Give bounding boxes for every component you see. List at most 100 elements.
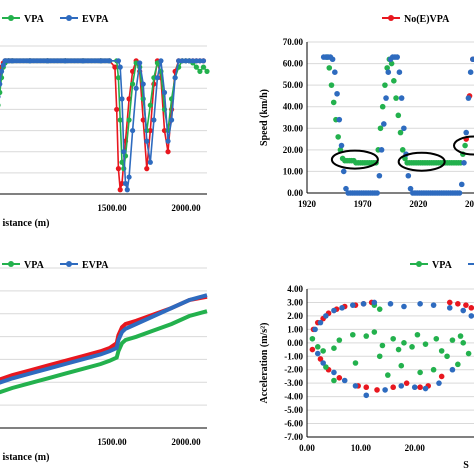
data-point — [401, 340, 407, 346]
y-tick-label: 0.00 — [287, 188, 303, 198]
x-axis-title: istance (m) — [3, 218, 50, 229]
y-tick-label: 3.00 — [287, 297, 303, 307]
data-point — [119, 159, 125, 165]
data-point — [349, 331, 356, 338]
data-point — [326, 65, 333, 71]
data-point — [468, 305, 474, 311]
data-point — [161, 89, 168, 96]
data-point — [158, 58, 164, 64]
legend-label: EVPA — [82, 14, 109, 25]
data-point — [457, 333, 464, 339]
data-point — [137, 60, 143, 66]
data-point — [422, 341, 429, 347]
data-point — [330, 99, 337, 106]
data-point — [467, 69, 474, 75]
series-evpa — [320, 54, 474, 196]
data-point — [395, 346, 402, 353]
series-line — [0, 293, 208, 385]
y-axis-title: Acceleration (m/s²) — [259, 322, 270, 403]
series-evpa — [312, 299, 474, 399]
legend-swatch-marker — [8, 15, 14, 21]
data-point — [0, 103, 1, 107]
data-point — [112, 64, 118, 70]
data-point — [343, 185, 349, 192]
data-point — [331, 345, 337, 352]
data-point — [371, 329, 378, 335]
data-point — [403, 380, 410, 386]
data-point — [117, 117, 123, 123]
data-point — [360, 301, 367, 307]
data-point — [133, 85, 139, 91]
data-point — [197, 68, 203, 74]
data-point — [314, 350, 321, 357]
data-point — [379, 103, 386, 110]
data-point — [363, 333, 370, 339]
x-tick-label: 2070 — [465, 199, 474, 209]
highlight-ellipse — [330, 149, 379, 170]
y-tick-label: 70.00 — [283, 37, 304, 47]
data-point — [405, 172, 412, 179]
legend-label: VPA — [24, 14, 45, 25]
data-point — [338, 142, 345, 149]
x-axis-title: S — [463, 460, 469, 471]
legend-swatch-marker — [66, 15, 72, 21]
data-point — [460, 340, 467, 346]
data-point — [390, 384, 396, 391]
data-point — [124, 187, 130, 193]
y-tick-label: 2.00 — [287, 311, 303, 321]
data-point — [119, 96, 125, 102]
data-point — [449, 366, 456, 373]
highlight-ellipse — [453, 135, 474, 156]
x-tick-label: 10.00 — [351, 443, 372, 453]
data-point — [340, 168, 347, 175]
data-point — [417, 384, 423, 391]
x-tick-label: 1920 — [298, 199, 317, 209]
data-point — [363, 384, 370, 391]
highlight-ellipse — [397, 151, 446, 172]
data-point — [430, 366, 437, 373]
y-tick-label: 1.00 — [287, 324, 303, 334]
data-point — [349, 302, 356, 308]
chart-panel-c: 1500.00 2000.00 istance (m) VPA EVPA — [0, 260, 208, 463]
data-point — [172, 75, 178, 81]
chart-panel-b: 0.00 10.00 20.00 30.00 40.00 50.00 60.00 70.00 1… — [259, 14, 474, 209]
data-point — [458, 181, 465, 188]
data-point — [154, 75, 161, 81]
data-point — [317, 356, 324, 362]
series-vpa — [0, 58, 210, 172]
data-point — [0, 68, 5, 74]
data-point — [411, 384, 418, 391]
data-point — [376, 353, 383, 360]
data-point — [470, 56, 474, 63]
data-point — [121, 149, 127, 155]
data-point — [320, 348, 326, 354]
legend: VPA EVPA — [2, 14, 109, 25]
legend-swatch-marker — [388, 15, 394, 21]
y-tick-label: 4.00 — [287, 284, 303, 294]
series-vpa — [309, 302, 472, 384]
x-axis-title: istance (m) — [3, 452, 50, 463]
data-point — [335, 134, 341, 140]
data-point — [456, 190, 463, 196]
data-point — [394, 54, 400, 60]
data-point — [381, 121, 387, 127]
y-tick-label: -7.00 — [284, 432, 303, 442]
data-point — [115, 58, 122, 64]
data-point — [144, 166, 150, 172]
x-tick-label: 2000.00 — [171, 203, 201, 213]
data-point — [395, 112, 402, 119]
data-point — [151, 117, 157, 123]
data-point — [382, 82, 388, 88]
data-point — [371, 299, 378, 306]
data-point — [463, 302, 469, 308]
data-point — [0, 62, 6, 68]
data-point — [462, 142, 468, 149]
legend-label: VPA — [24, 260, 45, 271]
data-point — [455, 301, 461, 307]
x-tick-label: 1500.00 — [97, 437, 127, 447]
y-tick-label: -3.00 — [284, 378, 303, 388]
data-point — [463, 129, 470, 136]
data-point — [449, 337, 456, 343]
series-noevpa — [0, 294, 208, 382]
data-point — [140, 117, 146, 123]
